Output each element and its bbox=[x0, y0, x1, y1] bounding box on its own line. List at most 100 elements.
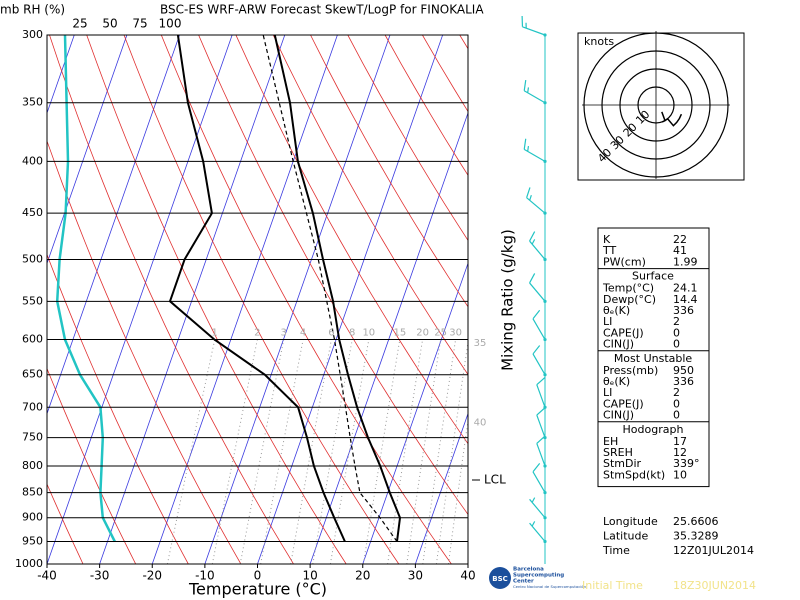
mixing-ratio-tick-label: 3 bbox=[281, 328, 287, 339]
initial-time-label: Initial Time bbox=[582, 579, 643, 592]
logo-subtext: Centro Nacional de Supercomputación bbox=[513, 584, 587, 589]
wind-dot bbox=[543, 337, 547, 342]
mixing-ratio-label: Mixing Ratio (g/kg) bbox=[499, 229, 517, 371]
x-tick-label: 0 bbox=[254, 569, 262, 583]
mixing-ratio-line bbox=[166, 339, 216, 564]
y-tick-label: 900 bbox=[22, 511, 43, 524]
index-label: CAPE(J) bbox=[603, 397, 644, 410]
index-label: PW(cm) bbox=[603, 255, 646, 268]
mixing-ratio-line bbox=[447, 422, 468, 564]
y-tick-label: 1000 bbox=[15, 557, 43, 570]
index-label: StmSpd(kt) bbox=[603, 468, 665, 481]
mixing-ratio-tick-label: 35 bbox=[474, 338, 487, 349]
dry-adiabat bbox=[684, 35, 800, 564]
dry-adiabat bbox=[310, 35, 468, 308]
index-value: 339° bbox=[673, 457, 700, 470]
wind-dot bbox=[543, 516, 547, 520]
index-label: K bbox=[603, 233, 611, 246]
rh-tick-label: 25 bbox=[72, 17, 87, 31]
index-label: CIN(J) bbox=[603, 338, 634, 351]
isotherm bbox=[151, 35, 338, 564]
dry-adiabat bbox=[721, 35, 800, 564]
index-value: 24.1 bbox=[673, 282, 698, 295]
isotherm bbox=[47, 35, 233, 564]
wind-barb bbox=[529, 273, 546, 302]
isotherm bbox=[47, 35, 180, 415]
index-value: 336 bbox=[673, 304, 694, 317]
index-value: 1.99 bbox=[673, 255, 698, 268]
y-tick-label: 400 bbox=[22, 154, 43, 167]
info-label: Longitude bbox=[603, 515, 658, 528]
wind-dot bbox=[543, 211, 547, 215]
wind-barb bbox=[529, 497, 546, 519]
dewpoint-line bbox=[168, 35, 346, 542]
hodograph-label: knots bbox=[584, 35, 614, 48]
wind-dot bbox=[543, 33, 547, 37]
index-value: 12 bbox=[673, 446, 687, 459]
logo-text: Supercomputing bbox=[513, 573, 564, 579]
wind-barb bbox=[521, 16, 546, 36]
hodograph-ring bbox=[637, 86, 675, 124]
plot-frame bbox=[46, 34, 469, 565]
wind-dot bbox=[543, 539, 547, 544]
mixing-ratio-tick-label: 40 bbox=[474, 418, 487, 429]
hodograph-ring bbox=[583, 32, 729, 178]
wind-dot bbox=[543, 299, 547, 303]
index-value: 950 bbox=[673, 364, 694, 377]
wind-dot bbox=[543, 464, 547, 468]
index-label: TT bbox=[602, 244, 617, 257]
y-tick-label: 800 bbox=[22, 459, 43, 472]
dry-adiabat bbox=[758, 35, 800, 564]
index-value: 336 bbox=[673, 375, 694, 388]
y-tick-label: 950 bbox=[22, 534, 43, 547]
index-value: 10 bbox=[673, 468, 687, 481]
logo-initials: BSC bbox=[492, 575, 508, 583]
logo-text: Center bbox=[513, 579, 534, 585]
wind-barb bbox=[526, 187, 546, 214]
mixing-ratio-line bbox=[406, 339, 442, 564]
index-label: LI bbox=[603, 315, 612, 328]
isotherm bbox=[257, 35, 444, 564]
isotherm bbox=[47, 35, 128, 265]
y-tick-label: 600 bbox=[22, 333, 43, 346]
hodograph-trace bbox=[661, 111, 683, 127]
rh-tick-label: 100 bbox=[159, 17, 182, 31]
mixing-ratio-tick-label: 15 bbox=[393, 328, 406, 339]
hodograph-ring bbox=[601, 50, 711, 160]
wind-barb bbox=[523, 79, 546, 104]
corner-label: mb RH (%) bbox=[0, 3, 65, 17]
initial-time-value: 18Z30JUN2014 bbox=[673, 579, 756, 592]
mixing-ratio-tick-label: 6 bbox=[328, 328, 334, 339]
mixing-ratio-tick-label: 2 bbox=[254, 328, 260, 339]
wind-barb bbox=[532, 309, 546, 340]
index-frame bbox=[597, 227, 710, 488]
x-tick-label: -40 bbox=[37, 569, 57, 583]
mixing-ratio-tick-label: 25 bbox=[434, 328, 447, 339]
hodograph-ring-label: 20 bbox=[621, 121, 640, 140]
wind-barb bbox=[532, 462, 546, 493]
dry-adiabat bbox=[347, 35, 468, 242]
x-tick-label: -30 bbox=[90, 569, 110, 583]
y-tick-label: 450 bbox=[22, 206, 43, 219]
index-label: StmDir bbox=[603, 457, 642, 470]
wind-barb bbox=[523, 138, 546, 162]
index-label: Dewp(°C) bbox=[603, 293, 656, 306]
wind-dot bbox=[543, 257, 547, 262]
y-tick-label: 300 bbox=[22, 28, 43, 41]
hodograph-ring bbox=[619, 68, 693, 142]
index-value: 41 bbox=[673, 244, 687, 257]
chart-title: BSC-ES WRF-ARW Forecast SkewT/LogP for F… bbox=[160, 3, 484, 17]
rh-tick-label: 75 bbox=[132, 17, 147, 31]
x-tick-label: 10 bbox=[302, 569, 317, 583]
x-tick-label: 20 bbox=[355, 569, 370, 583]
index-section-title: Surface bbox=[632, 270, 674, 283]
info-label: Time bbox=[602, 544, 630, 557]
wind-dot bbox=[543, 159, 547, 164]
wind-dot bbox=[543, 373, 547, 377]
mixing-ratio-tick-label: 30 bbox=[449, 328, 462, 339]
dry-adiabat bbox=[86, 35, 347, 564]
y-tick-label: 700 bbox=[22, 400, 43, 413]
dry-adiabat bbox=[272, 35, 468, 376]
mixing-ratio-line bbox=[312, 339, 353, 564]
x-axis-label: Temperature (°C) bbox=[188, 580, 327, 599]
